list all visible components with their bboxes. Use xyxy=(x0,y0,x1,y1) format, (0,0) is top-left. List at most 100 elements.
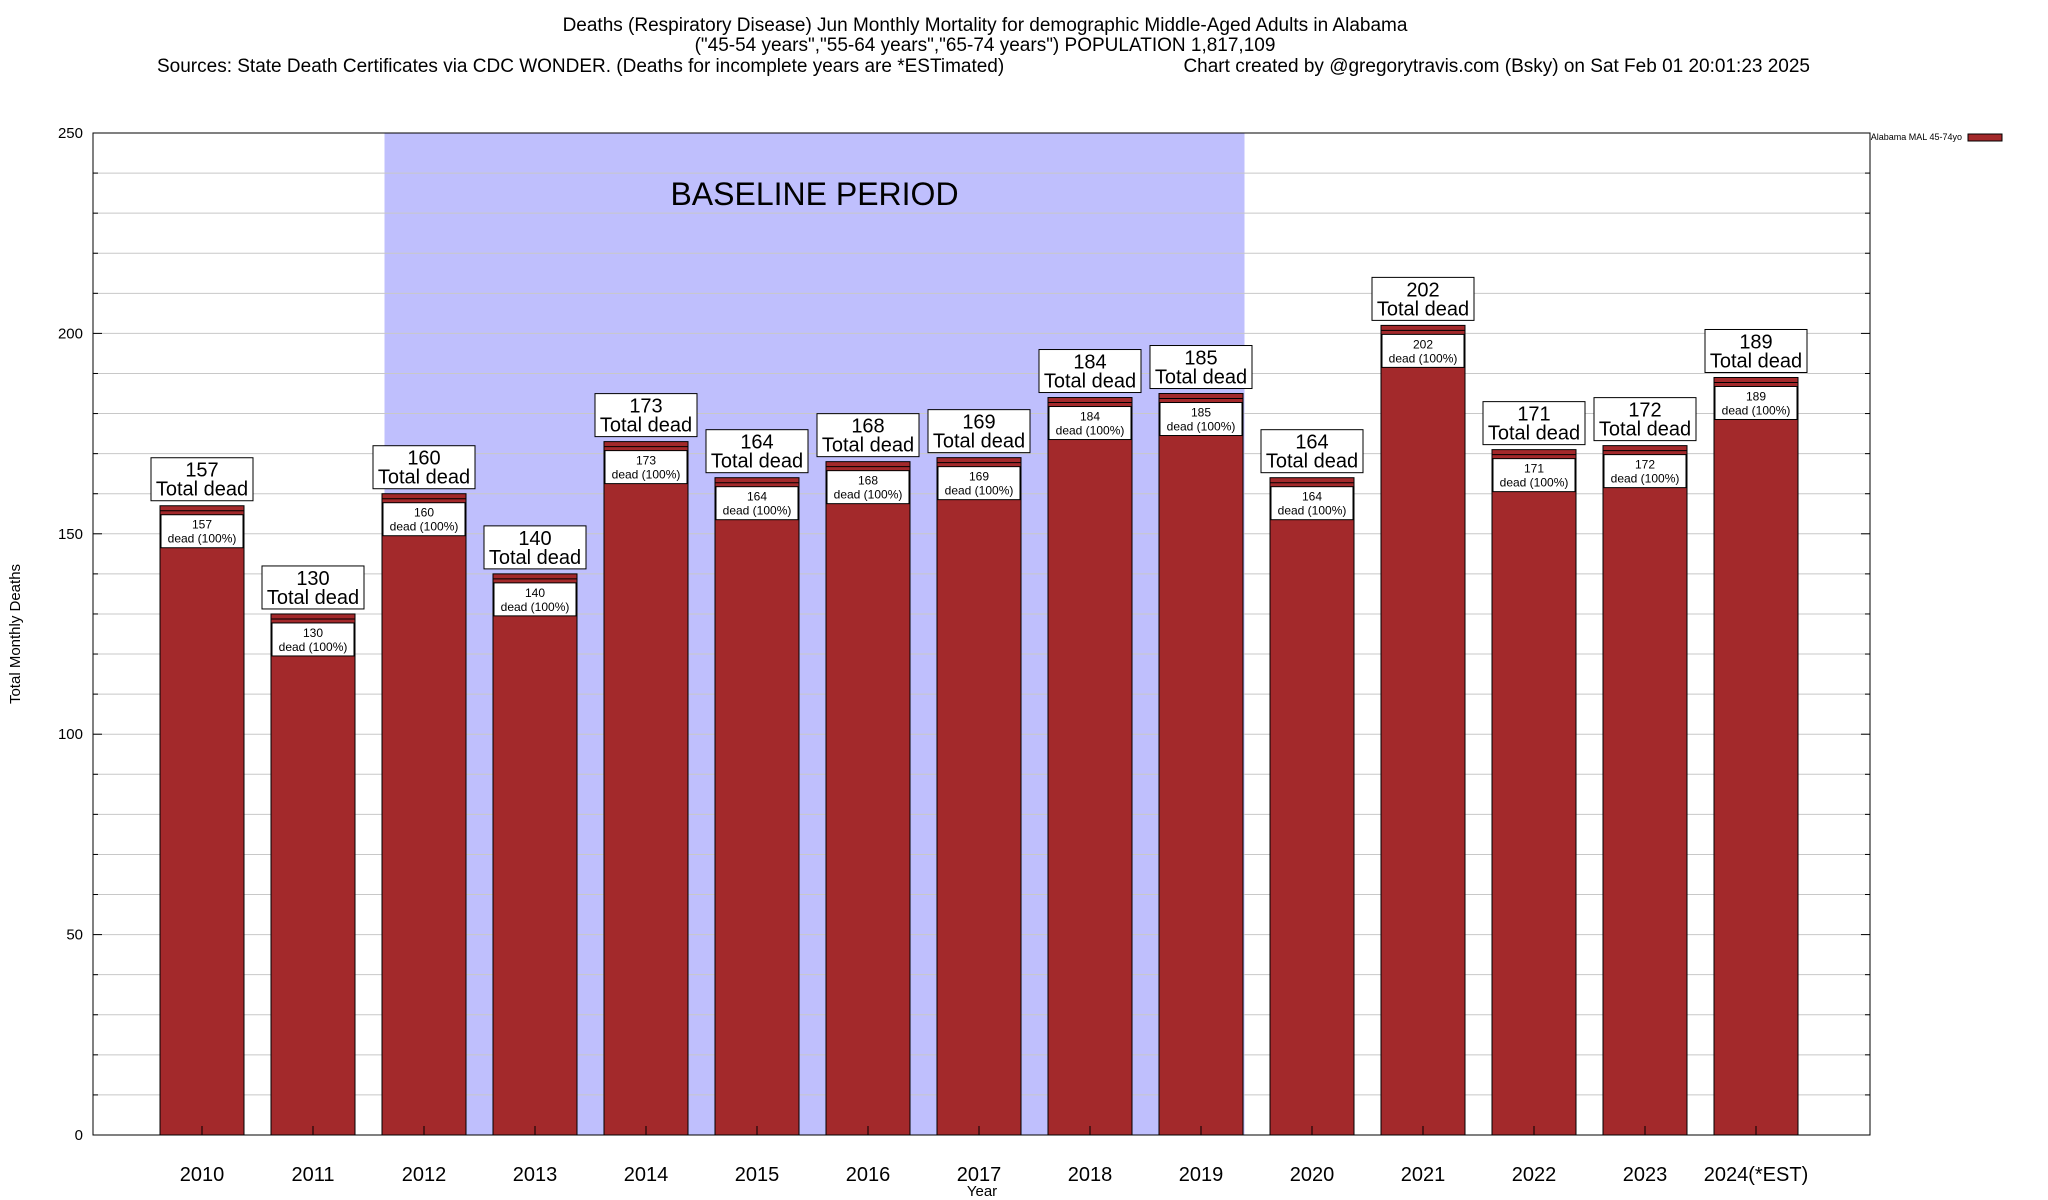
bar-small-value-2019: 185 xyxy=(1191,406,1211,420)
bar-small-suffix-2021: dead (100%) xyxy=(1389,351,1458,365)
bar-2011 xyxy=(270,613,356,1136)
bar-small-value-2014: 173 xyxy=(636,454,656,468)
bar-2023 xyxy=(1602,445,1688,1136)
y-tick-label-150: 150 xyxy=(58,526,83,543)
bar-small-value-2012: 160 xyxy=(414,506,434,520)
bar-small-label-box-2014 xyxy=(604,450,688,485)
bar-big-suffix-2012: Total dead xyxy=(378,467,470,489)
legend-series-name: Alabama MAL 45-74yo xyxy=(1871,132,1962,142)
bar-big-value-2023: 172 xyxy=(1628,400,1661,422)
chart-title-line-1: Deaths (Respiratory Disease) Jun Monthly… xyxy=(563,15,1408,36)
bar-small-label-box-2011 xyxy=(271,622,355,657)
bar-small-suffix-2018: dead (100%) xyxy=(1056,424,1125,438)
bar-small-suffix-2013: dead (100%) xyxy=(501,600,570,614)
bar-2021 xyxy=(1380,324,1466,1136)
bar-2015 xyxy=(714,477,800,1136)
bar-big-value-2010: 157 xyxy=(185,460,218,482)
bar-small-label-box-2023 xyxy=(1603,454,1687,489)
x-tick-label-2023: 2023 xyxy=(1623,1164,1668,1186)
bar-big-label-box-2013 xyxy=(483,525,587,570)
bar-big-suffix-2017: Total dead xyxy=(933,431,1025,453)
bar-small-label-box-2021 xyxy=(1381,333,1465,368)
bar-small-suffix-2023: dead (100%) xyxy=(1611,472,1680,486)
bar-small-label-box-2020 xyxy=(1270,486,1354,521)
bar-big-suffix-2018: Total dead xyxy=(1044,371,1136,393)
bar-big-label-box-2020 xyxy=(1260,429,1364,474)
bar-big-value-2011: 130 xyxy=(296,568,329,590)
bar-big-label-box-2018 xyxy=(1038,349,1142,394)
bar-big-label-box-2023 xyxy=(1593,397,1697,442)
x-axis-ticks: 2010 2011 2012 2013 2014 2015 2016 2017 2018 2019… xyxy=(180,1126,1808,1186)
bar-2022 xyxy=(1491,449,1577,1136)
bar-small-value-2020: 164 xyxy=(1302,490,1322,504)
bar-2013 xyxy=(492,573,578,1136)
bar-big-value-2020: 164 xyxy=(1295,432,1328,454)
bar-big-suffix-2011: Total dead xyxy=(267,587,359,609)
bar-big-value-2012: 160 xyxy=(407,448,440,470)
bar-small-suffix-2014: dead (100%) xyxy=(612,468,681,482)
bar-big-suffix-2022: Total dead xyxy=(1488,423,1580,445)
bar-small-suffix-2016: dead (100%) xyxy=(834,488,903,502)
y-tick-label-200: 200 xyxy=(58,325,83,342)
y-tick-label-100: 100 xyxy=(58,726,83,743)
bar-small-label-box-2018 xyxy=(1048,406,1132,441)
bar-big-value-2024(*EST): 189 xyxy=(1739,331,1772,353)
y-axis-label: Total Monthly Deaths xyxy=(7,564,24,704)
x-tick-label-2015: 2015 xyxy=(735,1164,780,1186)
bar-big-value-2014: 173 xyxy=(629,396,662,418)
bar-small-label-box-2024(*EST) xyxy=(1714,385,1798,420)
chart-title: Deaths (Respiratory Disease) Jun Monthly… xyxy=(157,15,1810,77)
bar-big-value-2017: 169 xyxy=(962,412,995,434)
y-tick-label-250: 250 xyxy=(58,125,83,142)
bar-small-suffix-2020: dead (100%) xyxy=(1278,504,1347,518)
x-tick-label-2014: 2014 xyxy=(624,1164,669,1186)
bar-big-suffix-2010: Total dead xyxy=(156,479,248,501)
legend: Alabama MAL 45-74yo xyxy=(1871,132,2003,142)
bar-small-suffix-2011: dead (100%) xyxy=(279,640,348,654)
bar-small-label-box-2019 xyxy=(1159,402,1243,437)
bar-big-suffix-2019: Total dead xyxy=(1155,367,1247,389)
bar-small-label-box-2010 xyxy=(160,514,244,549)
bar-big-label-box-2016 xyxy=(816,413,920,458)
bar-small-label-box-2016 xyxy=(826,470,910,505)
bar-small-suffix-2019: dead (100%) xyxy=(1167,420,1236,434)
y-tick-label-50: 50 xyxy=(66,927,83,944)
x-tick-label-2018: 2018 xyxy=(1068,1164,1113,1186)
x-tick-label-2016: 2016 xyxy=(846,1164,891,1186)
bar-small-value-2017: 169 xyxy=(969,470,989,484)
x-tick-label-2011: 2011 xyxy=(291,1164,334,1186)
bar-big-label-box-2017 xyxy=(927,409,1031,454)
bar-small-value-2011: 130 xyxy=(303,626,323,640)
x-tick-label-2022: 2022 xyxy=(1512,1164,1557,1186)
bar-big-suffix-2020: Total dead xyxy=(1266,451,1358,473)
bar-small-value-2021: 202 xyxy=(1413,337,1433,351)
bar-big-suffix-2021: Total dead xyxy=(1377,298,1469,320)
bar-big-suffix-2023: Total dead xyxy=(1599,419,1691,441)
bar-big-label-box-2022 xyxy=(1482,401,1586,446)
bar-big-suffix-2014: Total dead xyxy=(600,415,692,437)
bar-small-label-box-2012 xyxy=(382,502,466,537)
bar-big-value-2015: 164 xyxy=(740,432,773,454)
bar-2017 xyxy=(936,457,1022,1136)
bar-small-value-2024(*EST): 189 xyxy=(1746,389,1766,403)
bar-small-suffix-2022: dead (100%) xyxy=(1500,476,1569,490)
bar-small-value-2015: 164 xyxy=(747,490,767,504)
bar-big-label-box-2015 xyxy=(705,429,809,474)
x-tick-label-2019: 2019 xyxy=(1179,1164,1224,1186)
bar-big-value-2018: 184 xyxy=(1073,352,1106,374)
bar-small-suffix-2012: dead (100%) xyxy=(390,520,459,534)
bar-big-label-box-2019 xyxy=(1149,345,1253,390)
x-tick-label-2010: 2010 xyxy=(180,1164,225,1186)
